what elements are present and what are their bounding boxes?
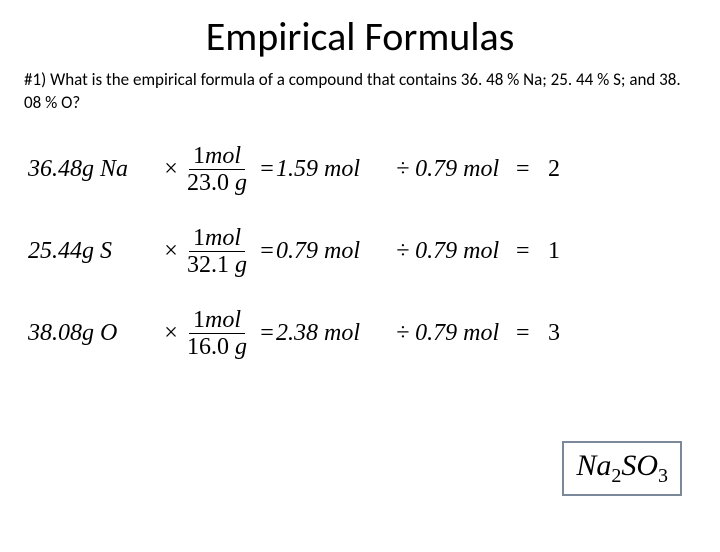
equals-symbol: =	[258, 238, 276, 265]
equals-symbol: =	[516, 238, 548, 265]
frac-num-val: 1	[193, 307, 205, 333]
element-so: SO	[621, 449, 658, 482]
frac-num-val: 1	[193, 225, 205, 251]
calculations: 36.48g Na × 1mol 23.0 g = 1.59 mol ÷ 0.7…	[0, 143, 720, 361]
divide-value: 0.79	[415, 320, 457, 346]
equals-symbol: =	[258, 320, 276, 347]
mol-unit: mol	[324, 156, 360, 182]
subscript-2: 2	[611, 465, 621, 487]
subscript-3: 3	[658, 465, 668, 487]
frac-num-unit: mol	[205, 143, 241, 169]
frac-num-unit: mol	[205, 307, 241, 333]
divide-symbol: ÷	[396, 320, 409, 346]
frac-den-val: 16.0	[187, 334, 229, 360]
ratio-result: 3	[548, 320, 578, 347]
mol-unit: mol	[324, 320, 360, 346]
times-symbol: ×	[160, 238, 182, 265]
mass-term: 25.44g S	[28, 238, 160, 265]
divide-value: 0.79	[415, 238, 457, 264]
frac-num-val: 1	[193, 143, 205, 169]
divide-term: ÷ 0.79 mol	[396, 156, 516, 183]
frac-num-unit: mol	[205, 225, 241, 251]
mass-term: 38.08g O	[28, 320, 160, 347]
conversion-fraction: 1mol 23.0 g	[182, 144, 252, 195]
element-na: Na	[576, 449, 611, 482]
mol-value: 0.79	[276, 238, 318, 264]
calc-row: 25.44g S × 1mol 32.1 g = 0.79 mol ÷ 0.79…	[28, 225, 720, 279]
mol-result: 1.59 mol	[276, 156, 396, 183]
times-symbol: ×	[160, 156, 182, 183]
answer-formula: Na2SO3	[562, 441, 682, 496]
mass-unit: g Na	[82, 156, 128, 182]
mass-value: 36.48	[28, 156, 82, 182]
frac-den-val: 23.0	[187, 170, 229, 196]
equals-symbol: =	[516, 320, 548, 347]
ratio-result: 2	[548, 156, 578, 183]
equals-symbol: =	[516, 156, 548, 183]
divide-term: ÷ 0.79 mol	[396, 320, 516, 347]
calc-row: 36.48g Na × 1mol 23.0 g = 1.59 mol ÷ 0.7…	[28, 143, 720, 197]
mol-unit: mol	[324, 238, 360, 264]
divide-unit: mol	[463, 156, 499, 182]
mass-unit: g O	[82, 320, 117, 346]
conversion-fraction: 1mol 32.1 g	[182, 226, 252, 277]
page-title: Empirical Formulas	[0, 12, 720, 61]
divide-value: 0.79	[415, 156, 457, 182]
mol-result: 2.38 mol	[276, 320, 396, 347]
divide-unit: mol	[463, 238, 499, 264]
times-symbol: ×	[160, 320, 182, 347]
mol-value: 2.38	[276, 320, 318, 346]
ratio-result: 1	[548, 238, 578, 265]
divide-term: ÷ 0.79 mol	[396, 238, 516, 265]
divide-symbol: ÷	[396, 238, 409, 264]
mol-result: 0.79 mol	[276, 238, 396, 265]
mass-unit: g S	[82, 238, 112, 264]
mol-value: 1.59	[276, 156, 318, 182]
mass-term: 36.48g Na	[28, 156, 160, 183]
frac-den-unit: g	[235, 170, 247, 196]
mass-value: 25.44	[28, 238, 82, 264]
divide-unit: mol	[463, 320, 499, 346]
frac-den-unit: g	[235, 252, 247, 278]
equals-symbol: =	[258, 156, 276, 183]
frac-den-unit: g	[235, 334, 247, 360]
mass-value: 38.08	[28, 320, 82, 346]
divide-symbol: ÷	[396, 156, 409, 182]
conversion-fraction: 1mol 16.0 g	[182, 308, 252, 359]
calc-row: 38.08g O × 1mol 16.0 g = 2.38 mol ÷ 0.79…	[28, 307, 720, 361]
question-text: #1) What is the empirical formula of a c…	[0, 69, 720, 115]
frac-den-val: 32.1	[187, 252, 229, 278]
